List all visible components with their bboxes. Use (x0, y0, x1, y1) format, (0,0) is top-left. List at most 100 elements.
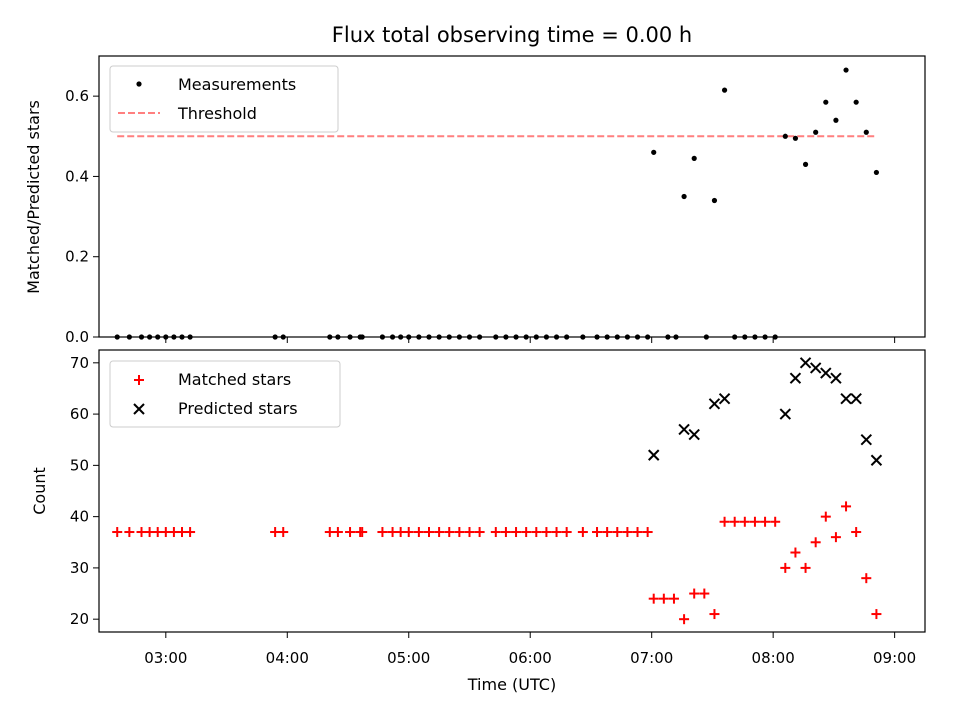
bot-ticks-label-1: 30 (70, 559, 89, 577)
bottom-xtick-label-2: 05:00 (387, 649, 430, 667)
top-ticks-label-1: 0.2 (65, 248, 89, 266)
matched-star-point-13 (345, 527, 356, 538)
matched-star-point-35 (577, 527, 588, 538)
matched-star-point-48 (709, 609, 720, 620)
predicted-star-point-2 (688, 428, 700, 441)
legend-threshold-label: Threshold (177, 104, 257, 123)
bottom-xtick-label-3: 06:00 (509, 649, 552, 667)
matched-star-point-31 (531, 527, 542, 538)
matched-star-point-0 (112, 527, 123, 538)
matched-star-point-38 (612, 527, 623, 538)
measurement-point-59 (823, 99, 829, 105)
matched-star-point-46 (689, 588, 700, 599)
matched-star-point-47 (699, 588, 710, 599)
bottom-y-axis-label: Count (30, 467, 49, 515)
top-panel: 0.0 0.2 0.4 0.6 Matched/Predicted stars Mea… (24, 55, 926, 346)
top-y-axis-label: Matched/Predicted stars (24, 100, 43, 294)
matched-star-point-16 (377, 527, 388, 538)
matched-star-point-25 (464, 527, 475, 538)
measurement-point-55 (782, 133, 788, 139)
matched-star-point-63 (861, 573, 872, 584)
matched-star-point-30 (521, 527, 532, 538)
measurement-point-58 (813, 129, 819, 135)
measurement-point-49 (721, 87, 728, 93)
predicted-star-point-5 (779, 408, 792, 420)
measurement-point-42 (651, 149, 657, 155)
matched-star-point-24 (454, 527, 465, 538)
matched-star-point-28 (500, 527, 511, 538)
measurement-point-56 (792, 135, 799, 141)
matched-star-point-36 (592, 527, 603, 538)
matched-star-point-21 (423, 527, 434, 538)
matched-star-point-27 (490, 527, 501, 538)
matched-star-point-54 (770, 516, 781, 527)
matched-star-point-29 (511, 527, 522, 538)
matched-star-point-12 (332, 527, 343, 538)
predicted-star-point-12 (850, 393, 862, 405)
measurement-point-48 (711, 197, 718, 204)
bottom-panel: 20 30 40 50 60 70 03:00 04:00 05:00 06:00 07:00 08… (30, 349, 926, 694)
predicted-star-point-13 (860, 434, 872, 446)
matched-star-point-32 (541, 527, 552, 538)
matched-star-point-10 (278, 527, 289, 538)
predicted-star-point-0 (648, 449, 660, 461)
bot-ticks-label-4: 60 (70, 405, 89, 423)
matched-star-point-41 (642, 527, 653, 538)
predicted-star-point-4 (718, 393, 731, 405)
matched-star-point-61 (841, 501, 852, 512)
matched-star-point-26 (474, 527, 485, 538)
matched-star-point-19 (403, 527, 414, 538)
bottom-xtick-label-0: 03:00 (144, 649, 187, 667)
matched-star-point-53 (760, 516, 771, 527)
measurement-point-60 (833, 117, 839, 123)
measurement-point-61 (843, 67, 849, 73)
matched-star-point-52 (749, 516, 760, 527)
predicted-star-point-10 (830, 372, 842, 384)
legend-measurements-label: Measurements (178, 75, 296, 94)
legend-matched-marker (134, 375, 144, 385)
matched-star-point-23 (444, 527, 455, 538)
predicted-star-point-14 (870, 454, 883, 466)
top-ticks-label-2: 0.4 (65, 167, 89, 185)
legend-matched-label: Matched stars (178, 370, 291, 389)
matched-star-point-56 (790, 547, 801, 558)
matched-star-point-37 (602, 527, 613, 538)
measurement-point-57 (802, 161, 809, 167)
matched-star-point-20 (413, 527, 424, 538)
predicted-star-point-9 (820, 367, 832, 379)
matched-star-point-64 (871, 609, 882, 620)
matched-star-point-8 (185, 527, 196, 538)
bottom-y-ticks: 20 30 40 50 60 70 (70, 354, 99, 628)
top-legend: Measurements Threshold (109, 65, 339, 133)
matched-star-point-43 (658, 593, 669, 604)
bot-ticks-label-3: 50 (70, 456, 89, 474)
bottom-marks (112, 357, 883, 625)
predicted-star-point-11 (840, 393, 852, 405)
matched-star-point-60 (830, 532, 841, 543)
measurement-point-46 (691, 155, 697, 161)
bottom-xtick-label-5: 08:00 (752, 649, 795, 667)
bottom-plot-frame (98, 349, 926, 633)
predicted-star-point-3 (708, 398, 721, 410)
matched-star-point-55 (780, 562, 791, 573)
bottom-legend-box (109, 360, 341, 428)
bot-ticks-label-0: 20 (70, 610, 89, 628)
matched-star-point-1 (124, 527, 135, 538)
top-ticks-label-3: 0.6 (65, 87, 89, 105)
bottom-xtick-label-1: 04:00 (266, 649, 309, 667)
predicted-star-point-6 (789, 372, 802, 384)
bottom-xtick-label-6: 09:00 (873, 649, 916, 667)
top-plot-frame (98, 55, 926, 338)
legend-predicted-label: Predicted stars (178, 399, 298, 418)
predicted-star-point-7 (799, 357, 812, 369)
top-legend-box (109, 65, 339, 133)
matched-star-point-59 (820, 511, 831, 522)
measurement-point-63 (863, 129, 869, 135)
measurement-point-64 (873, 169, 880, 176)
matched-star-point-39 (622, 527, 633, 538)
predicted-star-point-8 (809, 362, 822, 374)
matched-star-point-62 (851, 527, 862, 538)
chart-title: Flux total observing time = 0.00 h (332, 23, 692, 47)
matched-star-point-51 (739, 516, 750, 527)
